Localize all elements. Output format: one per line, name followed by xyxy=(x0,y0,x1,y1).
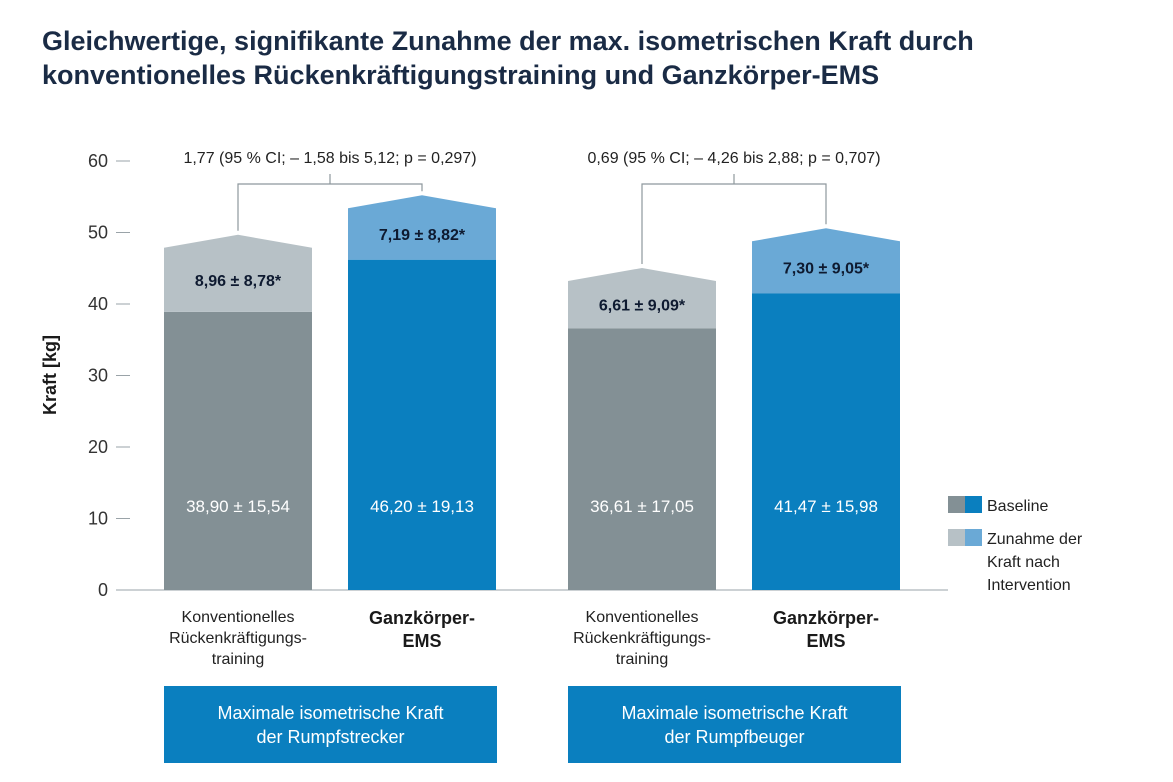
x-category-label: Ganzkörper- xyxy=(369,608,475,628)
x-category-label: Ganzkörper- xyxy=(773,608,879,628)
bar-increase xyxy=(568,267,716,329)
x-category-label: Rückenkräftigungs- xyxy=(169,630,307,647)
bar-baseline-label: 38,90 ± 15,54 xyxy=(186,497,290,516)
y-tick-label: 60 xyxy=(88,151,108,171)
legend-swatch-ems xyxy=(965,496,982,513)
y-axis-label: Kraft [kg] xyxy=(40,335,60,415)
x-category-label: EMS xyxy=(402,631,441,651)
group-box-rumpfbeuger: Maximale isometrische Kraft der Rumpfbeu… xyxy=(568,686,901,763)
x-category-label: Konventionelles xyxy=(182,609,295,626)
bar-baseline-label: 41,47 ± 15,98 xyxy=(774,497,878,516)
legend-label: Intervention xyxy=(987,577,1071,594)
bar-increase xyxy=(164,234,312,312)
group-box-line-1: Maximale isometrische Kraft xyxy=(217,702,444,723)
x-category-label: training xyxy=(212,651,264,668)
bar-baseline-label: 36,61 ± 17,05 xyxy=(590,497,694,516)
bar-baseline xyxy=(164,311,312,590)
group-box-line-1: Maximale isometrische Kraft xyxy=(621,702,848,723)
x-category-label: EMS xyxy=(806,631,845,651)
y-tick-label: 20 xyxy=(88,437,108,457)
y-tick-label: 30 xyxy=(88,366,108,386)
x-category-label: Konventionelles xyxy=(586,609,699,626)
legend-label: Zunahme der xyxy=(987,531,1083,548)
legend-label: Baseline xyxy=(987,498,1048,515)
bar-increase-label: 8,96 ± 8,78* xyxy=(195,273,282,290)
y-tick-label: 10 xyxy=(88,509,108,529)
bar-increase-label: 7,19 ± 8,82* xyxy=(379,227,466,244)
comparison-label: 0,69 (95 % CI; – 4,26 bis 2,88; p = 0,70… xyxy=(587,150,880,167)
bar-increase-label: 7,30 ± 9,05* xyxy=(783,260,870,277)
bar-increase-label: 6,61 ± 9,09* xyxy=(599,298,686,315)
group-box-line-2: der Rumpfstrecker xyxy=(256,726,405,747)
comparison-label: 1,77 (95 % CI; – 1,58 bis 5,12; p = 0,29… xyxy=(183,150,476,167)
legend-swatch-conv xyxy=(948,496,965,513)
legend-swatch-conv xyxy=(948,529,965,546)
bar-increase xyxy=(348,195,496,260)
chart-title-line-1: Gleichwertige, signifikante Zunahme der … xyxy=(42,26,974,56)
x-category-label: training xyxy=(616,651,668,668)
bar-increase xyxy=(752,228,900,294)
bar-baseline-label: 46,20 ± 19,13 xyxy=(370,497,474,516)
y-tick-label: 50 xyxy=(88,223,108,243)
group-box-rumpfstrecker: Maximale isometrische Kraft der Rumpfstr… xyxy=(164,686,497,763)
bar-baseline xyxy=(348,259,496,590)
bar-baseline xyxy=(752,293,900,590)
legend-label: Kraft nach xyxy=(987,554,1060,571)
bar-baseline xyxy=(568,328,716,590)
chart-title-line-2: konventionelles Rückenkräftigungstrainin… xyxy=(42,60,880,90)
chart-title: Gleichwertige, signifikante Zunahme der … xyxy=(42,24,1142,92)
y-tick-label: 40 xyxy=(88,294,108,314)
group-box-line-2: der Rumpfbeuger xyxy=(664,726,805,747)
x-category-label: Rückenkräftigungs- xyxy=(573,630,711,647)
legend-swatch-ems xyxy=(965,529,982,546)
y-tick-label: 0 xyxy=(98,580,108,600)
